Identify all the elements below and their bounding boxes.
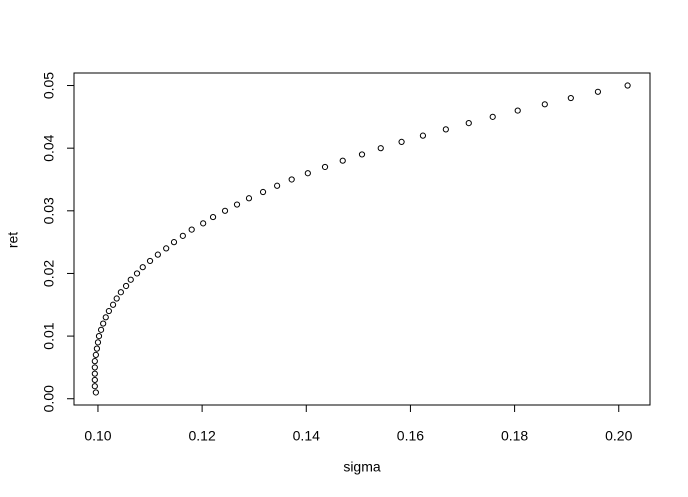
point xyxy=(624,82,631,89)
point xyxy=(465,120,472,127)
point xyxy=(259,188,267,196)
point xyxy=(221,207,229,214)
point xyxy=(358,151,366,158)
point xyxy=(209,213,217,221)
x-tick-label: 0.20 xyxy=(605,428,632,444)
point xyxy=(163,245,170,252)
x-tick-label: 0.18 xyxy=(501,428,528,444)
y-tick-label: 0.04 xyxy=(41,134,57,161)
point xyxy=(139,264,146,271)
point xyxy=(188,226,195,233)
point xyxy=(91,383,98,390)
x-tick-label: 0.12 xyxy=(188,428,215,444)
point xyxy=(91,376,98,384)
point xyxy=(92,389,99,396)
point xyxy=(122,282,130,290)
point xyxy=(93,345,101,352)
y-tick-label: 0.03 xyxy=(41,197,57,224)
y-axis-label: ret xyxy=(5,232,21,248)
point xyxy=(109,301,117,308)
point xyxy=(489,113,496,120)
point xyxy=(541,101,548,108)
point xyxy=(245,195,253,202)
point xyxy=(133,270,141,277)
point xyxy=(200,220,207,227)
point xyxy=(154,251,161,258)
point xyxy=(179,232,186,239)
point xyxy=(514,107,521,114)
point xyxy=(170,239,178,246)
point xyxy=(92,351,99,358)
y-tick-label: 0.05 xyxy=(41,72,57,99)
y-tick-label: 0.00 xyxy=(41,385,57,412)
point xyxy=(398,138,405,146)
point xyxy=(288,176,295,183)
point xyxy=(419,132,427,139)
point xyxy=(233,201,241,208)
point xyxy=(304,170,311,177)
point xyxy=(127,276,134,283)
point xyxy=(274,182,281,189)
x-tick-label: 0.14 xyxy=(293,428,320,444)
point xyxy=(113,295,120,302)
point xyxy=(91,358,98,365)
point xyxy=(102,314,109,321)
point xyxy=(94,339,102,346)
x-tick-label: 0.10 xyxy=(84,428,111,444)
point xyxy=(377,145,384,152)
point xyxy=(321,163,329,171)
point xyxy=(442,126,449,133)
point xyxy=(146,257,154,265)
point xyxy=(100,320,107,327)
y-tick-label: 0.01 xyxy=(41,322,57,349)
x-axis-label: sigma xyxy=(343,459,381,475)
point xyxy=(567,94,574,102)
plot-box xyxy=(73,72,651,406)
point xyxy=(91,364,98,371)
point xyxy=(594,88,602,95)
y-tick-label: 0.02 xyxy=(41,260,57,287)
point xyxy=(95,332,103,340)
point xyxy=(339,157,346,164)
point xyxy=(105,307,112,315)
x-tick-label: 0.16 xyxy=(397,428,424,444)
point xyxy=(97,326,105,333)
point xyxy=(117,289,124,296)
point xyxy=(91,370,98,377)
